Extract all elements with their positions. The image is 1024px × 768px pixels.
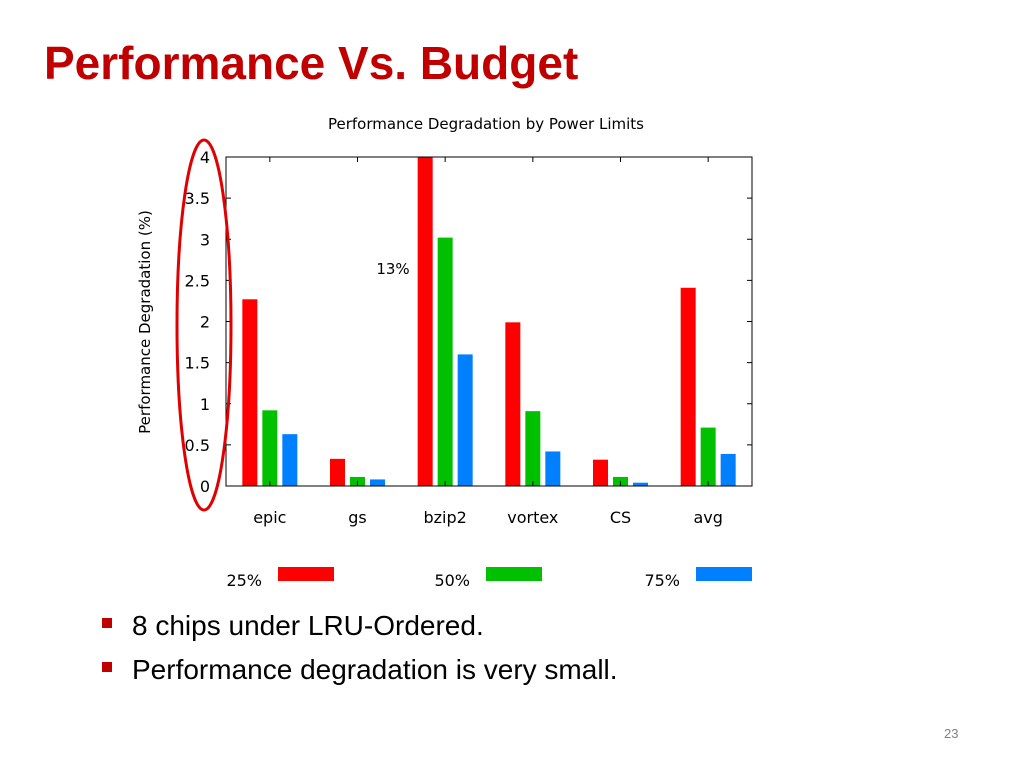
y-tick-label: 2 bbox=[200, 313, 210, 332]
square-bullet-icon bbox=[102, 618, 112, 628]
bars-group bbox=[242, 157, 736, 486]
bar-CS-25% bbox=[593, 459, 608, 486]
y-tick-label: 1 bbox=[200, 395, 210, 414]
legend: 25% 50% 75% bbox=[226, 567, 752, 590]
legend-swatch bbox=[696, 567, 752, 581]
bar-epic-75% bbox=[282, 434, 298, 486]
y-tick-label: 3 bbox=[200, 230, 210, 249]
bar-vortex-25% bbox=[505, 322, 521, 486]
y-tick-label: 1.5 bbox=[185, 354, 210, 373]
bar-epic-25% bbox=[242, 299, 258, 486]
bullet-item: Performance degradation is very small. bbox=[100, 648, 618, 692]
x-tick-label: vortex bbox=[507, 508, 558, 527]
y-tick-label: 2.5 bbox=[185, 271, 210, 290]
bar-bzip2-75% bbox=[457, 354, 473, 486]
legend-label: 75% bbox=[644, 571, 680, 590]
y-axis: 0 0.5 1 1.5 2 2.5 3 3.5 4 bbox=[185, 148, 752, 496]
legend-label: 25% bbox=[226, 571, 262, 590]
bar-vortex-50% bbox=[525, 411, 541, 486]
y-axis-highlight-ellipse bbox=[175, 138, 233, 512]
y-tick-label: 4 bbox=[200, 148, 210, 167]
bar-bzip2-25% bbox=[417, 157, 433, 486]
bar-chart: Performance Degradation by Power Limits … bbox=[136, 115, 753, 590]
bullet-item: 8 chips under LRU-Ordered. bbox=[100, 604, 618, 648]
y-tick-label: 0 bbox=[200, 477, 210, 496]
y-axis-label: Performance Degradation (%) bbox=[136, 210, 154, 434]
slide-title: Performance Vs. Budget bbox=[44, 37, 579, 89]
y-tick-label: 3.5 bbox=[185, 189, 210, 208]
y-tick-label: 0.5 bbox=[185, 436, 210, 455]
bar-epic-50% bbox=[262, 410, 278, 486]
bar-CS-75% bbox=[633, 482, 648, 486]
bar-avg-50% bbox=[700, 427, 716, 486]
bar-avg-75% bbox=[720, 453, 736, 486]
x-tick-label: gs bbox=[348, 508, 367, 527]
annotation-label: 13% bbox=[376, 260, 409, 278]
square-bullet-icon bbox=[102, 662, 112, 672]
bar-avg-25% bbox=[680, 287, 696, 486]
page-number: 23 bbox=[944, 726, 959, 741]
bar-gs-25% bbox=[330, 458, 345, 486]
x-tick-label: epic bbox=[253, 508, 286, 527]
plot-frame bbox=[225, 156, 753, 487]
bullet-list: 8 chips under LRU-Ordered. Performance d… bbox=[100, 604, 618, 692]
legend-swatch bbox=[486, 567, 542, 581]
bullet-text: 8 chips under LRU-Ordered. bbox=[132, 610, 484, 641]
bar-bzip2-50% bbox=[437, 237, 453, 486]
x-axis: epic gs bzip2 vortex CS avg bbox=[253, 157, 723, 527]
bar-vortex-75% bbox=[545, 451, 561, 486]
x-tick-label: avg bbox=[693, 508, 722, 527]
x-tick-label: CS bbox=[610, 508, 631, 527]
legend-label: 50% bbox=[434, 571, 470, 590]
x-tick-label: bzip2 bbox=[423, 508, 466, 527]
chart-title: Performance Degradation by Power Limits bbox=[328, 115, 644, 133]
bar-gs-75% bbox=[370, 479, 385, 486]
legend-swatch bbox=[278, 567, 334, 581]
bullet-text: Performance degradation is very small. bbox=[132, 654, 618, 685]
annotations-group: 13% bbox=[376, 260, 409, 278]
